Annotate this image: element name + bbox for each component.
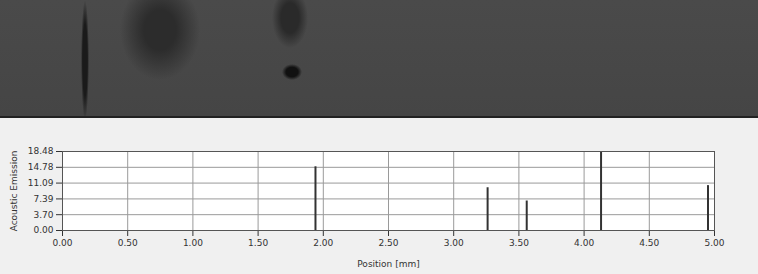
svg-text:4.50: 4.50 (639, 238, 659, 248)
svg-text:4.00: 4.00 (574, 238, 594, 248)
svg-text:Acoustic Emission: Acoustic Emission (9, 151, 19, 232)
svg-text:Position [mm]: Position [mm] (357, 259, 419, 269)
svg-text:14.78: 14.78 (28, 162, 54, 172)
svg-text:11.09: 11.09 (28, 178, 54, 188)
svg-text:0.50: 0.50 (118, 238, 138, 248)
svg-text:5.00: 5.00 (704, 238, 724, 248)
svg-text:2.00: 2.00 (313, 238, 333, 248)
svg-text:0.00: 0.00 (52, 238, 72, 248)
svg-text:3.70: 3.70 (33, 210, 53, 220)
svg-text:3.00: 3.00 (444, 238, 464, 248)
svg-text:2.50: 2.50 (378, 238, 398, 248)
svg-text:1.50: 1.50 (248, 238, 268, 248)
svg-text:7.39: 7.39 (33, 194, 53, 204)
svg-text:0.00: 0.00 (33, 225, 53, 235)
svg-text:1.00: 1.00 (183, 238, 203, 248)
svg-text:18.48: 18.48 (28, 146, 54, 156)
svg-text:3.50: 3.50 (509, 238, 529, 248)
